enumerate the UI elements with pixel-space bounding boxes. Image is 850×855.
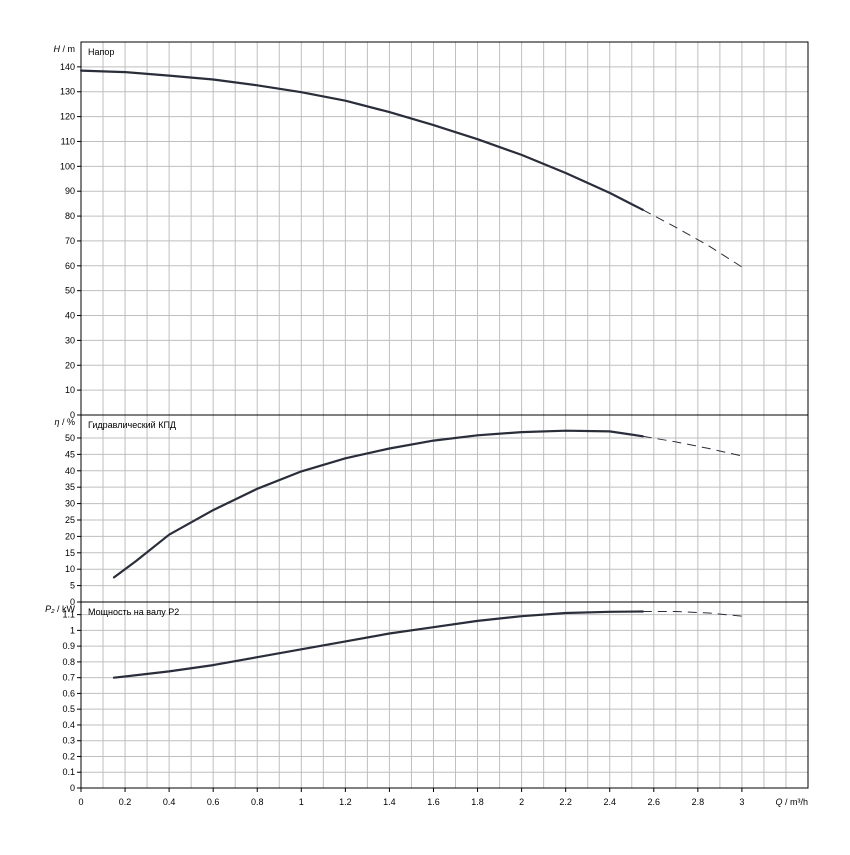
panel-frame bbox=[80, 601, 809, 789]
x-tick-label: 0.4 bbox=[163, 797, 176, 807]
x-tick-label: 1 bbox=[299, 797, 304, 807]
y-axis-label: H / m bbox=[54, 44, 76, 54]
x-tick-label: 0.8 bbox=[251, 797, 264, 807]
x-tick-label: 2.4 bbox=[603, 797, 616, 807]
y-tick-label: 10 bbox=[65, 385, 75, 395]
curve-dashed bbox=[642, 435, 743, 457]
y-tick-label: 30 bbox=[65, 499, 75, 509]
y-tick-label: 1.1 bbox=[62, 610, 75, 620]
y-tick-label: 130 bbox=[60, 87, 75, 97]
y-tick-label: 0.7 bbox=[62, 673, 75, 683]
y-tick-label: 110 bbox=[61, 136, 75, 146]
panel-frame bbox=[80, 414, 809, 603]
y-tick-label: 0 bbox=[70, 597, 75, 607]
x-tick-label: 1.6 bbox=[427, 797, 440, 807]
panel-2: 0 5 10 15 20 25 30 35 40 45 50 η / % Гидравлический … bbox=[54, 414, 809, 607]
panel-frame bbox=[80, 41, 809, 416]
y-tick-label: 60 bbox=[65, 261, 75, 271]
y-tick-label: 70 bbox=[65, 236, 75, 246]
panel-1: 0 10 20 30 40 50 60 70 80 90 100 110 120 130 140 H / m Н… bbox=[54, 41, 809, 420]
y-tick-label: 0.5 bbox=[62, 704, 75, 714]
panel-title: Напор bbox=[88, 47, 114, 57]
y-tick-label: 20 bbox=[65, 360, 75, 370]
y-tick-label: 0.3 bbox=[62, 736, 75, 746]
y-axis-label: P₂ / kW bbox=[45, 604, 75, 614]
y-tick-label: 40 bbox=[65, 311, 75, 321]
panel-title: Гидравлический КПД bbox=[88, 420, 176, 430]
y-tick-label: 25 bbox=[65, 515, 75, 525]
y-tick-label: 0 bbox=[70, 783, 75, 793]
y-tick-label: 0.8 bbox=[62, 657, 75, 667]
x-tick-label: 2.8 bbox=[692, 797, 705, 807]
y-tick-label: 140 bbox=[60, 62, 75, 72]
y-tick-label: 50 bbox=[65, 286, 75, 296]
y-tick-label: 90 bbox=[65, 186, 75, 196]
x-tick-label: 0.6 bbox=[207, 797, 220, 807]
x-tick-label: 2 bbox=[519, 797, 524, 807]
y-tick-label: 35 bbox=[65, 482, 75, 492]
x-tick-label: 0 bbox=[78, 797, 83, 807]
y-tick-label: 45 bbox=[65, 449, 75, 459]
x-tick-label: 1.8 bbox=[471, 797, 484, 807]
x-axis-label: Q / m³/h bbox=[775, 797, 808, 807]
y-tick-label: 0 bbox=[70, 410, 75, 420]
x-tick-label: 2.2 bbox=[559, 797, 572, 807]
y-tick-label: 40 bbox=[65, 466, 75, 476]
y-tick-label: 100 bbox=[60, 161, 75, 171]
curve-solid bbox=[79, 69, 644, 211]
y-tick-label: 20 bbox=[65, 531, 75, 541]
x-axis: 0 0.2 0.4 0.6 0.8 1 1.2 1.4 1.6 1.8 2 2.2 2.4 2.6 2.8 3… bbox=[78, 788, 808, 807]
curve-dashed bbox=[642, 209, 743, 268]
y-tick-label: 0.9 bbox=[62, 641, 75, 651]
x-tick-label: 1.2 bbox=[339, 797, 352, 807]
x-tick-label: 0.2 bbox=[119, 797, 132, 807]
y-tick-label: 120 bbox=[60, 112, 75, 122]
y-tick-label: 5 bbox=[70, 581, 75, 591]
y-tick-label: 50 bbox=[65, 433, 75, 443]
y-tick-label: 0.4 bbox=[62, 720, 75, 730]
y-tick-label: 1 bbox=[70, 625, 75, 635]
y-tick-label: 0.2 bbox=[62, 751, 75, 761]
y-axis-label: η / % bbox=[54, 417, 75, 427]
y-tick-label: 80 bbox=[65, 211, 75, 221]
panel-title: Мощность на валу P2 bbox=[88, 607, 179, 617]
y-tick-label: 0.6 bbox=[62, 688, 75, 698]
curve-dashed bbox=[642, 611, 742, 617]
y-tick-label: 10 bbox=[65, 564, 75, 574]
y-tick-label: 30 bbox=[65, 335, 75, 345]
x-tick-label: 2.6 bbox=[648, 797, 661, 807]
x-tick-label: 1.4 bbox=[383, 797, 396, 807]
y-tick-label: 15 bbox=[65, 548, 75, 558]
panel-3: 0 0.1 0.2 0.3 0.4 0.5 0.6 0.7 0.8 0.9 1 1.1P₂ / kW М… bbox=[45, 601, 809, 793]
x-tick-label: 3 bbox=[739, 797, 744, 807]
y-tick-label: 0.1 bbox=[62, 767, 75, 777]
curve-solid bbox=[112, 429, 644, 579]
curve-solid bbox=[112, 610, 644, 679]
